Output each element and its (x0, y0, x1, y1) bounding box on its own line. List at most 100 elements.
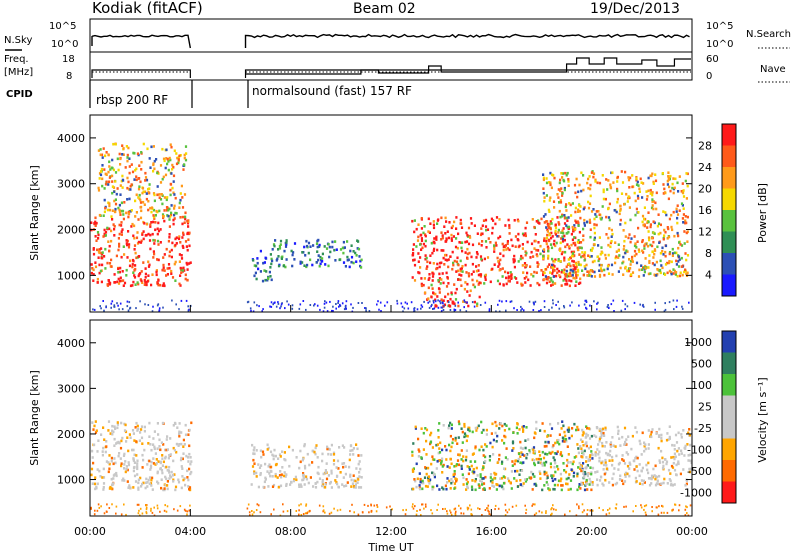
power-cell (552, 259, 555, 263)
power-cell (666, 271, 669, 275)
velocity-cell (655, 432, 658, 435)
velocity-noise-cell (404, 513, 407, 516)
power-cell (175, 152, 178, 155)
power-noise-cell (563, 305, 565, 307)
power-cell (96, 281, 99, 284)
velocity-cell (431, 487, 434, 491)
velocity-cell (558, 442, 561, 446)
velocity-cell (358, 471, 361, 474)
velocity-noise-cell (453, 508, 456, 511)
velocity-cell (525, 453, 528, 457)
power-cell (165, 209, 168, 212)
velocity-cell (429, 442, 432, 446)
power-cell (154, 214, 157, 217)
power-cell (651, 198, 654, 201)
power-cell (172, 191, 175, 195)
power-cell (655, 260, 658, 264)
power-cell (144, 190, 147, 194)
power-cell (502, 254, 505, 258)
velocity-cell (109, 432, 112, 435)
power-cell (492, 219, 495, 222)
power-cell (550, 186, 553, 190)
velocity-noise-cell (156, 504, 159, 507)
velocity-cell (567, 426, 570, 430)
power-cell (280, 257, 283, 260)
power-cell (579, 281, 582, 285)
velocity-cell (582, 472, 585, 475)
power-noise-cell (534, 300, 537, 303)
power-cell (169, 193, 172, 197)
power-cell (97, 149, 100, 152)
velocity-cell (101, 476, 104, 479)
velocity-noise-cell (176, 509, 179, 512)
velocity-cell (605, 451, 608, 455)
power-cell (433, 247, 436, 251)
velocity-cell (352, 485, 356, 488)
power-cell (586, 274, 589, 277)
velocity-cell (112, 430, 115, 434)
power-noise-cell (676, 299, 678, 302)
power-cell (511, 244, 514, 248)
velocity-cell (465, 455, 468, 459)
power-cell (607, 216, 611, 219)
velocity-cell (411, 454, 414, 457)
velocity-cell (643, 444, 646, 448)
velocity-cell (438, 488, 441, 491)
velocity-cell (172, 459, 175, 463)
power-cell (650, 236, 653, 240)
power-cell (99, 269, 102, 273)
velocity-cell (321, 481, 324, 484)
power-cell (570, 232, 573, 236)
power-cell (542, 257, 545, 260)
power-cell (641, 240, 644, 244)
power-cell (181, 196, 184, 199)
power-cell (419, 256, 422, 259)
velocity-cell (666, 482, 669, 485)
power-noise-cell (341, 302, 344, 305)
power-cell (278, 245, 281, 248)
power-cell (613, 209, 616, 212)
power-cell (450, 226, 453, 230)
power-cell (673, 251, 676, 255)
power-cell (275, 259, 278, 262)
velocity-cell (583, 476, 586, 479)
velocity-cell (492, 438, 495, 442)
power-cell (327, 264, 330, 268)
power-noise-cell (258, 305, 260, 308)
velocity-cell (335, 466, 338, 469)
power-cell (451, 300, 454, 304)
colorbar-swatch (722, 167, 736, 189)
power-cell (558, 181, 561, 185)
power-cell (683, 242, 686, 245)
power-cell (438, 277, 441, 280)
power-noise-cell (158, 307, 161, 310)
velocity-cell (151, 476, 154, 480)
power-cell (580, 189, 583, 193)
power-cell (634, 213, 637, 217)
xtick-label: 04:00 (174, 525, 206, 538)
velocity-cell (643, 441, 646, 445)
power-cell (299, 260, 302, 264)
power-cell (485, 246, 488, 249)
velocity-cell (647, 471, 650, 475)
velocity-cell (307, 481, 310, 485)
power-cell (604, 257, 607, 260)
velocity-cell (482, 448, 485, 452)
power-cell (181, 236, 184, 239)
power-cell (144, 272, 147, 276)
power-cell (157, 283, 160, 287)
velocity-cell (559, 472, 562, 476)
velocity-cell (569, 479, 573, 482)
velocity-cell (132, 459, 135, 462)
velocity-cell (133, 453, 136, 457)
velocity-cell (276, 476, 279, 479)
nsearch-tick-high: 10^5 (706, 21, 733, 32)
power-cell (624, 170, 627, 174)
power-cell (650, 206, 654, 210)
velocity-cell (521, 461, 524, 465)
velocity-cell (565, 464, 569, 468)
power-noise-cell (291, 304, 294, 307)
velocity-cell (634, 456, 637, 460)
power-cell (563, 272, 567, 276)
velocity-cell (166, 484, 169, 487)
